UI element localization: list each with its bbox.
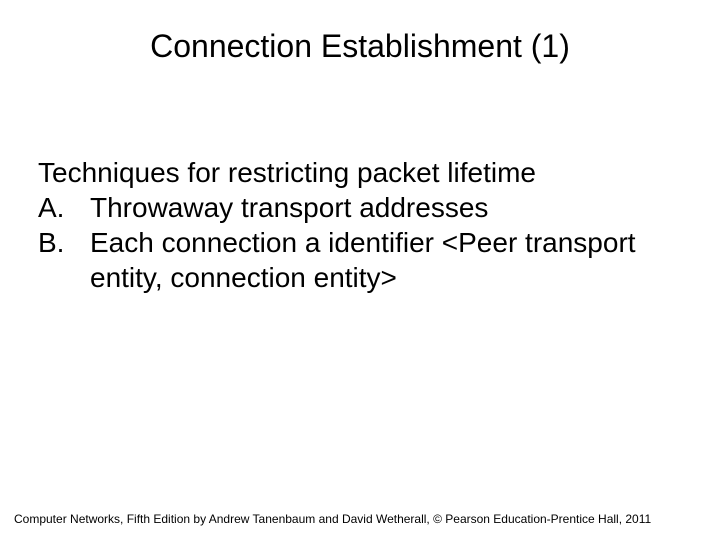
techniques-list: A. Throwaway transport addresses B. Each… [38, 190, 680, 295]
slide-body: Techniques for restricting packet lifeti… [38, 155, 680, 295]
slide: Connection Establishment (1) Techniques … [0, 0, 720, 540]
list-item: A. Throwaway transport addresses [38, 190, 680, 225]
list-marker: A. [38, 190, 82, 225]
slide-title: Connection Establishment (1) [0, 28, 720, 65]
list-text: Throwaway transport addresses [90, 192, 488, 223]
list-text: Each connection a identifier <Peer trans… [90, 227, 636, 293]
list-item: B. Each connection a identifier <Peer tr… [38, 225, 680, 295]
footer-citation: Computer Networks, Fifth Edition by Andr… [14, 512, 651, 526]
intro-text: Techniques for restricting packet lifeti… [38, 155, 680, 190]
list-marker: B. [38, 225, 82, 260]
